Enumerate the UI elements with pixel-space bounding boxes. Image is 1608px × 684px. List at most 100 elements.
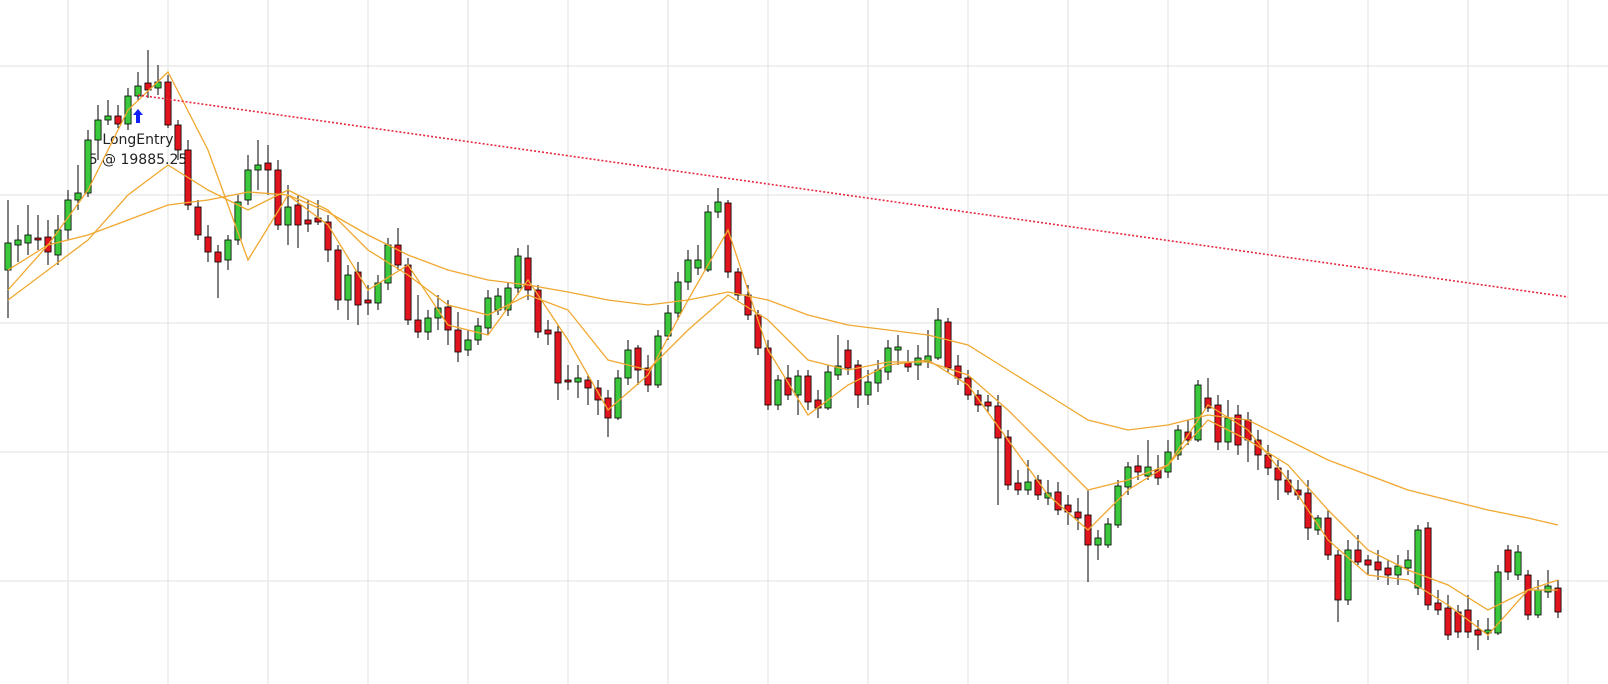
candle-body — [204, 236, 212, 253]
candle-body — [294, 204, 302, 226]
candle-body — [1424, 527, 1432, 606]
candle-body — [34, 237, 42, 241]
candle-body — [1204, 397, 1212, 409]
entry-detail: 5 @ 19885.25 — [89, 152, 188, 168]
candle-body — [974, 394, 982, 406]
candle-body — [234, 201, 242, 241]
candle-body — [484, 297, 492, 329]
candle-body — [794, 375, 802, 396]
candle-body — [244, 169, 252, 201]
candle-body — [424, 317, 432, 333]
candle-body — [1344, 549, 1352, 601]
candle-body — [514, 255, 522, 289]
candle-body — [964, 377, 972, 396]
candle-body — [1154, 469, 1162, 479]
candle-body — [934, 319, 942, 359]
entry-label: LongEntry — [102, 132, 173, 148]
candle-body — [354, 271, 362, 306]
candle-body — [374, 282, 382, 304]
candle-body — [14, 239, 22, 246]
candle-body — [1014, 482, 1022, 491]
candle-body — [274, 169, 282, 226]
candle-body — [4, 242, 12, 271]
candle-body — [1114, 485, 1122, 526]
candle-body — [1124, 466, 1132, 488]
candle-body — [804, 375, 812, 403]
candle-body — [214, 251, 222, 263]
candle-body — [224, 239, 232, 261]
candle-body — [254, 164, 262, 171]
candle-body — [884, 347, 892, 373]
moving-average — [7, 164, 1559, 611]
candle-body — [1354, 549, 1362, 563]
candle-body — [994, 405, 1002, 439]
candle-body — [344, 274, 352, 301]
candle-body — [584, 379, 592, 389]
moving-average — [7, 70, 1558, 636]
candle-body — [464, 339, 472, 351]
candle-body — [1384, 567, 1392, 576]
candle-body — [1374, 561, 1382, 571]
candle-body — [564, 379, 572, 383]
candle-body — [1004, 436, 1012, 486]
candle-body — [264, 162, 272, 171]
candle-body — [1174, 429, 1182, 456]
candle-body — [554, 331, 562, 384]
candle-body — [644, 367, 652, 386]
candle-body — [754, 314, 762, 349]
candle-body — [1284, 479, 1292, 493]
candle-body — [434, 307, 442, 319]
candle-body — [84, 139, 92, 194]
candle-body — [684, 259, 692, 283]
candle-body — [174, 124, 182, 151]
candle-body — [304, 219, 312, 225]
candle-body — [634, 347, 642, 371]
candle-body — [614, 377, 622, 419]
candle-body — [1464, 609, 1472, 633]
candle-body — [1414, 529, 1422, 589]
candle-body — [324, 221, 332, 251]
candle-body — [1534, 589, 1542, 616]
candle-body — [574, 377, 582, 383]
entry-arrow — [133, 109, 143, 123]
candle-body — [1524, 574, 1532, 616]
candle-body — [24, 234, 32, 244]
candle-body — [444, 306, 452, 331]
candle-body — [1504, 549, 1512, 573]
candle-body — [1474, 629, 1482, 636]
candle-body — [144, 82, 152, 91]
candle-body — [394, 244, 402, 266]
candle-body — [494, 295, 502, 311]
candle-body — [1454, 611, 1462, 633]
candle-body — [104, 115, 112, 121]
candle-body — [544, 329, 552, 335]
candle-body — [1134, 465, 1142, 473]
candle-body — [1444, 607, 1452, 636]
candle-body — [1394, 565, 1402, 576]
candle-body — [1104, 523, 1112, 546]
candle-body — [984, 401, 992, 407]
candle-body — [74, 192, 82, 201]
candle-body — [714, 201, 722, 213]
candle-body — [894, 346, 902, 351]
candle-body — [1334, 554, 1342, 601]
candle-body — [64, 199, 72, 231]
candle-body — [1494, 571, 1502, 634]
candle-body — [1194, 384, 1202, 441]
candle-body — [454, 329, 462, 353]
candle-body — [944, 321, 952, 369]
candle-body — [284, 206, 292, 226]
candle-body — [1024, 481, 1032, 491]
candle-body — [94, 119, 102, 141]
candle-body — [664, 312, 672, 337]
candle-body — [1074, 511, 1082, 519]
candle-body — [1364, 559, 1372, 566]
candle-body — [1234, 414, 1242, 446]
candle-body — [834, 365, 842, 376]
candle-body — [1544, 585, 1552, 593]
candle-body — [1514, 551, 1522, 576]
candle-body — [874, 369, 882, 384]
candle-body — [864, 381, 872, 396]
